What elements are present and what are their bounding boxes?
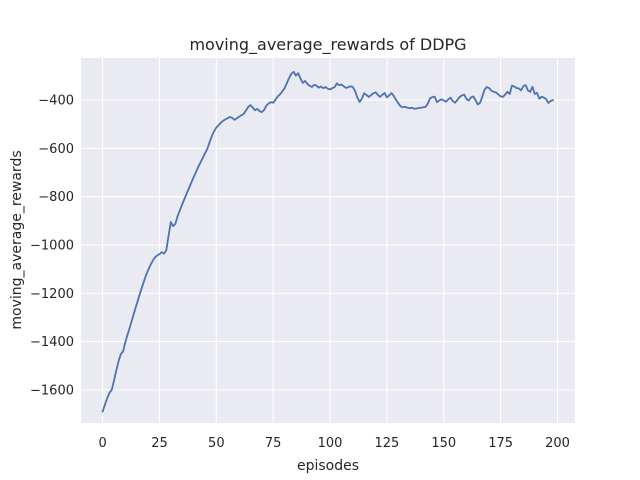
x-tick-label: 25 xyxy=(151,436,168,451)
x-tick-label: 75 xyxy=(265,436,282,451)
y-tick-label: −400 xyxy=(38,94,74,109)
x-tick-label: 50 xyxy=(208,436,225,451)
series-layer xyxy=(101,70,554,413)
x-tick-label: 0 xyxy=(98,436,106,451)
y-tick-label: −1200 xyxy=(30,287,74,302)
y-axis-label: moving_average_rewards xyxy=(9,150,25,329)
y-tick-label: −1600 xyxy=(30,383,74,398)
x-tick-label: 100 xyxy=(318,436,343,451)
y-tick-label: −600 xyxy=(38,142,74,157)
x-tick-labels: 0 25 50 75 100 125 150 175 200 xyxy=(98,436,569,451)
grid-layer xyxy=(81,58,575,423)
y-tick-label: −800 xyxy=(38,190,74,205)
y-tick-label: −1000 xyxy=(30,238,74,253)
x-tick-label: 175 xyxy=(488,436,513,451)
chart-title: moving_average_rewards of DDPG xyxy=(189,35,466,55)
x-tick-label: 125 xyxy=(374,436,399,451)
x-tick-label: 200 xyxy=(545,436,570,451)
y-tick-labels: −400 −600 −800 −1000 −1200 −1400 −1600 xyxy=(30,94,74,399)
x-tick-label: 150 xyxy=(431,436,456,451)
reward-line xyxy=(101,70,554,413)
y-tick-label: −1400 xyxy=(30,335,74,350)
x-axis-label: episodes xyxy=(297,458,359,474)
plot-area xyxy=(81,58,575,423)
